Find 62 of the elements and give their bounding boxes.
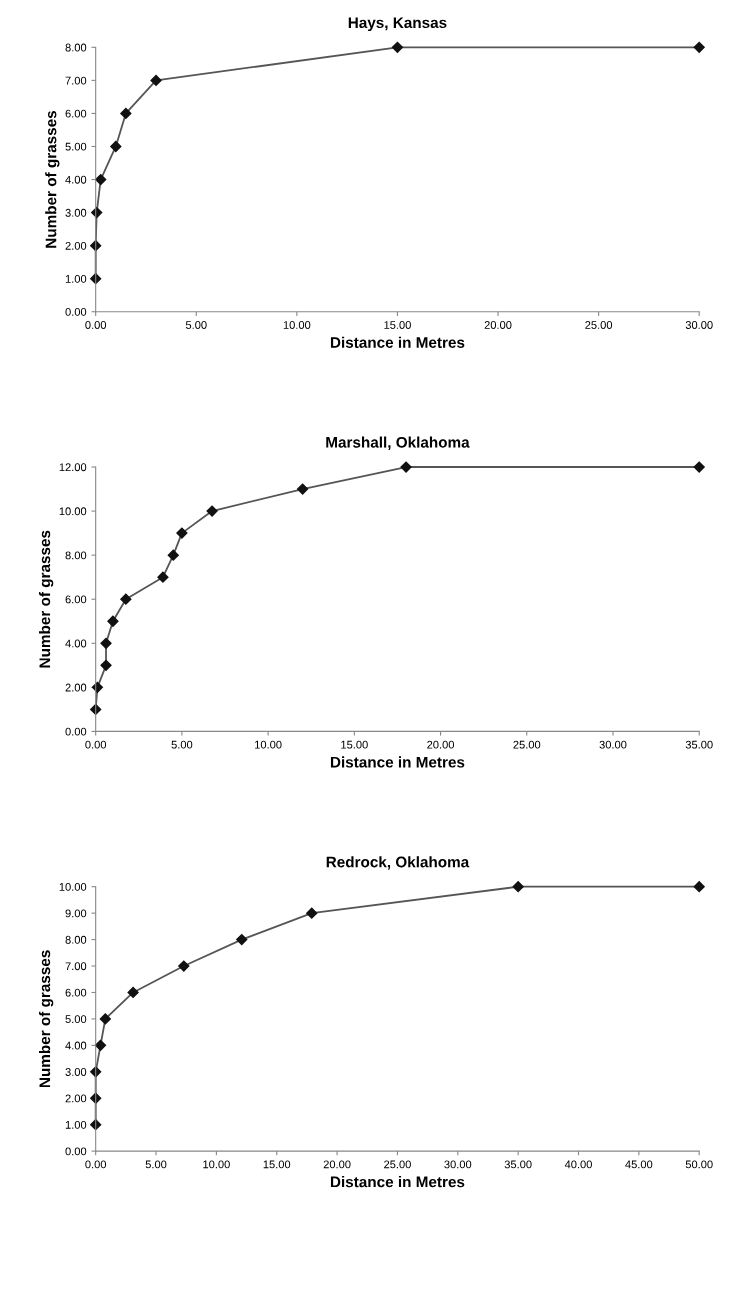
x-tick-label: 40.00 bbox=[564, 1160, 592, 1169]
y-axis-title: Number of grasses bbox=[38, 530, 54, 668]
y-tick-label: 6.00 bbox=[65, 595, 87, 604]
x-tick-label: 35.00 bbox=[504, 1160, 532, 1169]
chart-title: Marshall, Oklahoma bbox=[326, 436, 470, 450]
y-tick-label: 8.00 bbox=[65, 935, 87, 944]
x-tick-label: 50.00 bbox=[685, 1160, 713, 1169]
y-tick-label: 1.00 bbox=[65, 274, 87, 283]
y-tick-label: 5.00 bbox=[65, 142, 87, 151]
y-axis-title: Number of grasses bbox=[45, 110, 60, 248]
x-tick-label: 5.00 bbox=[185, 321, 207, 329]
y-tick-label: 0.00 bbox=[65, 727, 87, 736]
x-tick-label: 15.00 bbox=[263, 1160, 291, 1169]
y-tick-label: 7.00 bbox=[65, 76, 87, 85]
y-tick-label: 4.00 bbox=[65, 1041, 87, 1050]
y-axis-title: Number of grasses bbox=[38, 950, 54, 1088]
x-tick-label: 20.00 bbox=[484, 321, 512, 329]
chart-title: Redrock, Oklahoma bbox=[326, 856, 470, 870]
x-tick-label: 10.00 bbox=[283, 321, 311, 329]
x-tick-label: 20.00 bbox=[323, 1160, 351, 1169]
y-tick-label: 7.00 bbox=[65, 962, 87, 971]
y-tick-label: 2.00 bbox=[65, 1094, 87, 1103]
x-tick-label: 30.00 bbox=[685, 321, 713, 329]
x-tick-label: 25.00 bbox=[513, 740, 541, 749]
x-tick-label: 45.00 bbox=[625, 1160, 653, 1169]
x-axis-title: Distance in Metres bbox=[330, 336, 465, 348]
x-tick-label: 20.00 bbox=[427, 740, 455, 749]
chart-title: Hays, Kansas bbox=[348, 17, 447, 32]
x-tick-label: 25.00 bbox=[384, 1160, 411, 1169]
y-tick-label: 10.00 bbox=[59, 507, 87, 516]
y-tick-label: 12.00 bbox=[59, 463, 87, 472]
y-tick-label: 5.00 bbox=[65, 1015, 87, 1024]
x-tick-label: 30.00 bbox=[444, 1160, 472, 1169]
x-tick-label: 15.00 bbox=[384, 321, 411, 329]
x-axis-title: Distance in Metres bbox=[330, 756, 465, 768]
x-tick-label: 10.00 bbox=[255, 740, 282, 749]
y-tick-label: 10.00 bbox=[59, 882, 87, 891]
y-tick-label: 0.00 bbox=[65, 308, 87, 316]
x-tick-label: 10.00 bbox=[203, 1160, 230, 1169]
y-tick-label: 6.00 bbox=[65, 109, 87, 118]
x-tick-label: 30.00 bbox=[599, 740, 627, 749]
y-tick-label: 8.00 bbox=[65, 551, 87, 560]
x-axis-title: Distance in Metres bbox=[330, 1176, 465, 1188]
x-tick-label: 5.00 bbox=[171, 740, 193, 749]
y-tick-label: 9.00 bbox=[65, 909, 87, 918]
y-tick-label: 4.00 bbox=[65, 639, 87, 648]
y-tick-label: 2.00 bbox=[65, 241, 87, 250]
x-tick-label: 0.00 bbox=[85, 321, 107, 329]
y-tick-label: 6.00 bbox=[65, 988, 87, 997]
y-tick-label: 3.00 bbox=[65, 1068, 87, 1076]
y-tick-label: 3.00 bbox=[65, 208, 87, 217]
y-tick-label: 4.00 bbox=[65, 175, 87, 184]
x-tick-label: 35.00 bbox=[685, 740, 713, 749]
x-tick-label: 5.00 bbox=[145, 1160, 167, 1169]
y-tick-label: 1.00 bbox=[65, 1120, 87, 1129]
x-tick-label: 25.00 bbox=[585, 321, 613, 329]
x-tick-label: 15.00 bbox=[341, 740, 368, 749]
y-tick-label: 2.00 bbox=[65, 683, 87, 692]
x-tick-label: 0.00 bbox=[85, 740, 107, 749]
y-tick-label: 8.00 bbox=[65, 43, 87, 52]
y-tick-label: 0.00 bbox=[65, 1147, 87, 1156]
x-tick-label: 0.00 bbox=[85, 1160, 107, 1169]
